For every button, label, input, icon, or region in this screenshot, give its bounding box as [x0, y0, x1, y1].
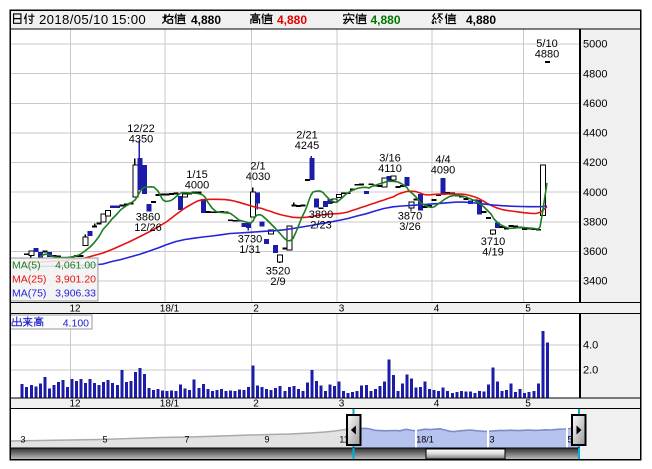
svg-text:3730: 3730	[238, 233, 262, 245]
svg-text:5: 5	[525, 304, 531, 315]
svg-text:4600: 4600	[583, 98, 607, 110]
svg-text:2: 2	[253, 304, 259, 315]
svg-text:12: 12	[69, 399, 81, 410]
svg-text:3/26: 3/26	[399, 221, 420, 233]
svg-text:4030: 4030	[246, 171, 270, 183]
svg-text:5/10: 5/10	[536, 38, 557, 50]
svg-text:1/31: 1/31	[239, 244, 260, 256]
svg-text:12: 12	[69, 304, 81, 315]
svg-text:4400: 4400	[583, 128, 607, 140]
svg-text:18/1: 18/1	[416, 435, 434, 445]
svg-text:3800: 3800	[583, 216, 607, 228]
svg-text:7: 7	[184, 435, 189, 445]
svg-text:4880: 4880	[535, 48, 559, 60]
svg-text:3: 3	[20, 435, 25, 445]
svg-text:MA(5): MA(5)	[12, 260, 41, 272]
svg-text:4000: 4000	[185, 179, 209, 191]
svg-text:9: 9	[264, 435, 269, 445]
svg-text:4: 4	[434, 399, 440, 410]
svg-text:3/16: 3/16	[379, 152, 400, 164]
svg-text:4110: 4110	[378, 163, 402, 175]
svg-text:3: 3	[339, 304, 345, 315]
svg-text:2018/05/10: 2018/05/10	[39, 12, 109, 27]
svg-text:4/19: 4/19	[482, 246, 503, 258]
svg-text:3860: 3860	[136, 211, 160, 223]
svg-text:4245: 4245	[295, 140, 319, 152]
svg-text:3400: 3400	[583, 276, 607, 288]
svg-text:15:00: 15:00	[112, 12, 147, 27]
svg-text:4350: 4350	[129, 133, 153, 145]
svg-text:12/22: 12/22	[127, 123, 155, 135]
svg-text:4800: 4800	[583, 68, 607, 80]
svg-text:12/26: 12/26	[134, 222, 162, 234]
svg-text:2/9: 2/9	[270, 276, 285, 288]
svg-text:2: 2	[253, 399, 259, 410]
svg-text:5: 5	[525, 399, 531, 410]
svg-text:3: 3	[489, 435, 494, 445]
svg-text:MA(25): MA(25)	[12, 274, 46, 286]
svg-text:18/1: 18/1	[160, 399, 180, 410]
svg-text:1/15: 1/15	[186, 169, 207, 181]
svg-text:4: 4	[434, 304, 440, 315]
svg-text:3: 3	[339, 399, 345, 410]
svg-text:4.100: 4.100	[63, 318, 89, 330]
svg-text:MA(75): MA(75)	[12, 288, 46, 300]
svg-text:3710: 3710	[481, 236, 505, 248]
svg-text:3520: 3520	[266, 265, 290, 277]
svg-text:2/1: 2/1	[250, 160, 265, 172]
svg-text:3870: 3870	[398, 210, 422, 222]
svg-text:18/1: 18/1	[160, 304, 180, 315]
svg-text:4,061.00: 4,061.00	[55, 260, 96, 272]
svg-text:5000: 5000	[583, 39, 607, 51]
svg-text:4.0: 4.0	[583, 340, 598, 352]
svg-text:3600: 3600	[583, 246, 607, 258]
svg-text:4,880: 4,880	[371, 13, 401, 27]
svg-text:4/4: 4/4	[435, 154, 450, 166]
svg-text:3,906.33: 3,906.33	[55, 288, 96, 300]
svg-text:2.0: 2.0	[583, 365, 598, 377]
svg-text:4200: 4200	[583, 157, 607, 169]
svg-text:11: 11	[339, 435, 348, 445]
svg-text:2/21: 2/21	[296, 129, 317, 141]
svg-text:3,901.20: 3,901.20	[55, 274, 96, 286]
svg-text:5: 5	[567, 435, 572, 445]
svg-text:2/23: 2/23	[310, 219, 331, 231]
svg-text:3890: 3890	[309, 209, 333, 221]
svg-text:4,880: 4,880	[466, 13, 496, 27]
svg-text:4090: 4090	[431, 164, 455, 176]
svg-text:4,880: 4,880	[277, 13, 307, 27]
svg-text:4,880: 4,880	[191, 13, 221, 27]
svg-text:4000: 4000	[583, 187, 607, 199]
svg-text:5: 5	[102, 435, 107, 445]
